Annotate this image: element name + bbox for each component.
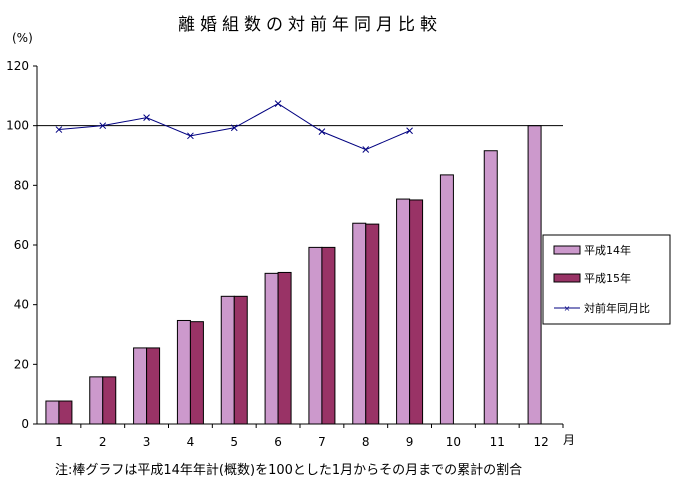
x-tick-label: 1 [55,435,63,449]
x-tick-label: 6 [274,435,282,449]
legend-swatch-h15 [553,273,581,283]
legend-marker-x: × [564,304,571,313]
x-tick-label: 3 [143,435,151,449]
ratio-point [362,146,370,153]
y-tick-label: 100 [6,119,29,133]
chart-note: 注:棒グラフは平成14年年計(概数)を100とした1月からその月までの累計の割合 [55,462,522,478]
bar-h15 [102,376,117,425]
x-tick-label: 5 [230,435,238,449]
ratio-point [99,122,107,130]
bar-h15 [409,199,424,425]
y-axis-label: (%) [12,31,33,45]
bar-h15 [146,347,161,425]
bar-h15 [58,400,73,425]
bar-h14 [220,295,235,425]
ratio-point [187,132,194,140]
x-tick-label: 11 [490,435,505,449]
bar-h14 [264,272,279,425]
bar-h14 [89,376,104,425]
bar-h14 [308,246,323,425]
ratio-point [55,126,63,133]
bar-h15 [189,321,204,425]
bar-h15 [233,295,248,425]
bar-h14 [352,222,367,425]
bar-h14 [439,174,454,425]
chart-title: 離婚組数の対前年同月比較 [178,15,442,35]
ratio-point [143,114,150,121]
ratio-point [230,124,238,132]
bar-h14 [396,198,411,425]
x-tick-label: 9 [406,435,414,449]
bar-h14 [527,125,542,425]
bar-h14 [45,400,60,425]
legend-swatch-h14 [553,245,581,255]
y-tick-label: 60 [14,238,29,252]
ratio-point [318,128,326,135]
bar-h15 [277,271,292,425]
x-tick-label: 12 [533,435,548,449]
bar-h14 [176,319,191,425]
y-tick-label: 20 [14,357,29,371]
ratio-point [274,100,282,107]
y-tick-label: 40 [14,298,29,312]
legend: 平成14年 平成15年 × 対前年同月比 [542,234,671,325]
y-tick-label: 80 [14,178,29,192]
y-tick-label: 0 [21,417,29,431]
bar-h14 [483,150,498,425]
x-axis-label: 月 [563,433,575,447]
x-tick-label: 7 [318,435,326,449]
x-tick-label: 2 [99,435,107,449]
ratio-point [406,127,413,135]
legend-label-h15: 平成15年 [584,271,631,285]
bar-h15 [365,223,380,425]
x-tick-label: 4 [187,435,195,449]
y-tick-label: 120 [6,59,29,73]
legend-label-h14: 平成14年 [584,243,631,257]
x-tick-label: 8 [362,435,370,449]
legend-label-ratio: 対前年同月比 [584,301,650,315]
bar-h15 [321,246,336,425]
x-tick-label: 10 [446,435,461,449]
bar-h14 [133,347,148,425]
ratio-line [58,103,410,151]
